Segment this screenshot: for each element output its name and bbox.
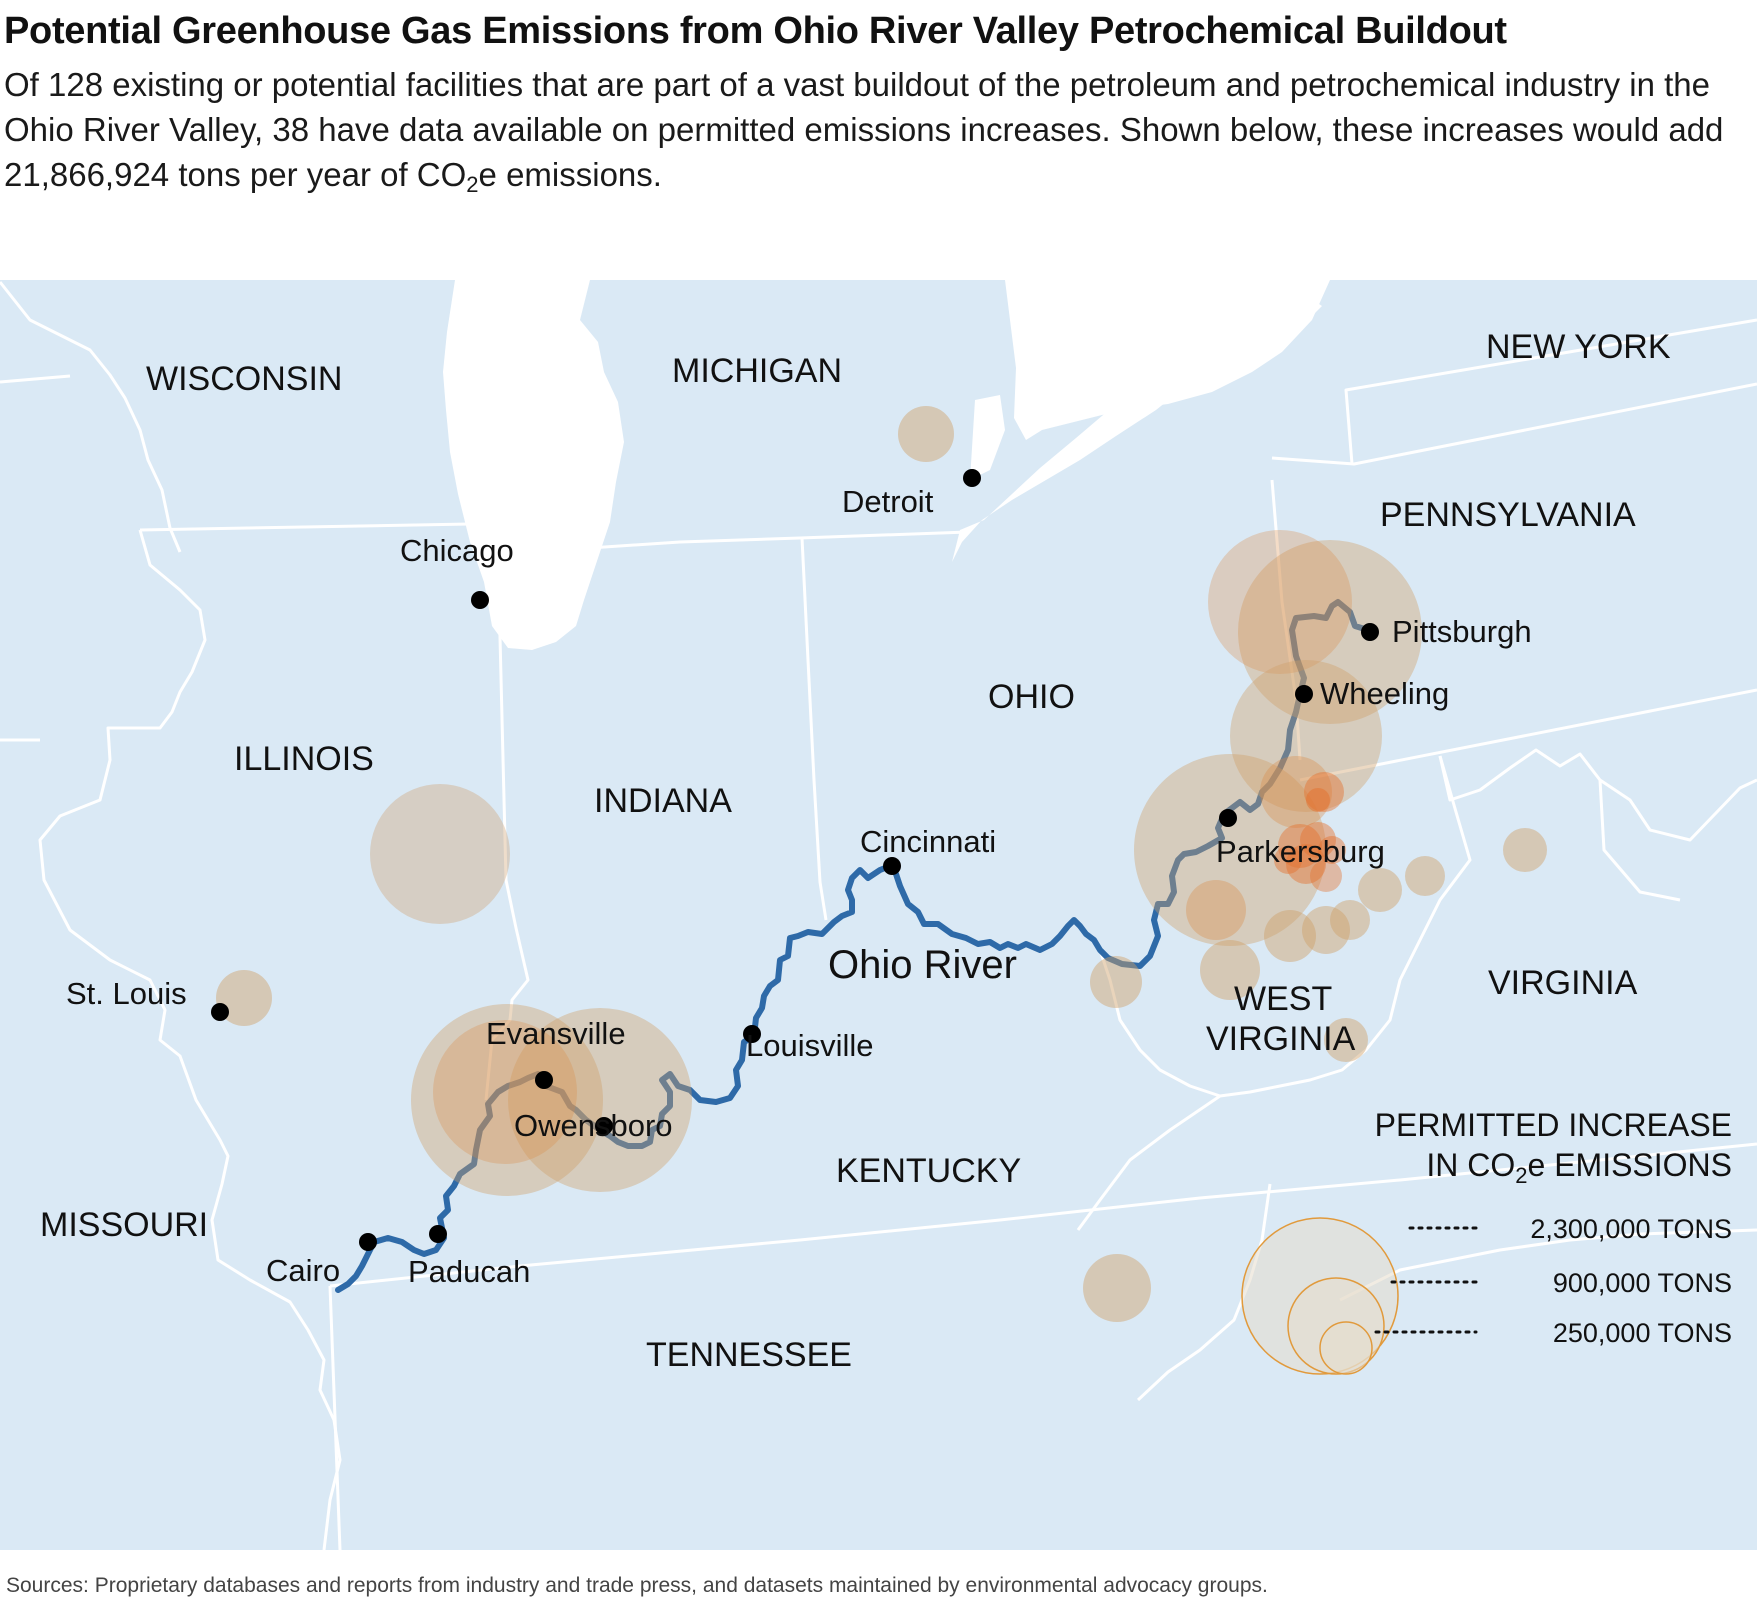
ohio-river [335,599,1371,1293]
emission-bubble [1306,788,1330,812]
state-label-west-virginia-line2: VIRGINIA [1206,1020,1356,1058]
state-label-virginia: VIRGINIA [1488,964,1638,1002]
city-label-detroit: Detroit [842,484,934,519]
emission-bubble [1208,530,1352,674]
sources-note: Sources: Proprietary databases and repor… [6,1574,1268,1597]
state-label-missouri: MISSOURI [40,1206,208,1244]
emission-bubble [433,1020,577,1164]
lake-st-clair [970,395,1005,480]
legend-label-medium: 900,000 TONS [1553,1268,1732,1298]
city-dot-evansville [535,1071,553,1089]
land-background [0,280,1757,1550]
state-label-wisconsin: WISCONSIN [146,360,342,398]
state-label-michigan: MICHIGAN [672,352,842,390]
lake-michigan [443,280,624,650]
emission-bubble [1310,860,1342,892]
legend: PERMITTED INCREASE IN CO2e EMISSIONS 2,3… [1241,1107,1732,1375]
city-label-parkersburg: Parkersburg [1216,834,1385,869]
state-borders [0,281,1757,1550]
city-dot-paducah [429,1225,447,1243]
emission-bubble [508,1008,692,1192]
header: Potential Greenhouse Gas Emissions from … [4,6,1744,207]
map-svg: WISCONSIN MICHIGAN NEW YORK PENNSYLVANIA… [0,280,1757,1550]
emission-bubble [1200,940,1260,1000]
city-label-cincinnati: Cincinnati [860,824,996,859]
city-label-wheeling: Wheeling [1320,676,1449,711]
emission-bubble [1090,956,1142,1008]
city-dot-wheeling [1295,685,1313,703]
emission-bubble [1302,906,1350,954]
legend-circle-small [1319,1321,1373,1375]
emission-bubble [1264,910,1316,962]
emission-bubble [370,784,510,924]
city-dot-parkersburg [1219,809,1237,827]
emission-bubble [1405,856,1445,896]
emission-bubble [1186,880,1246,940]
state-label-tennessee: TENNESSEE [646,1336,852,1374]
emission-bubble [1318,836,1346,864]
city-label-cairo: Cairo [266,1253,340,1288]
emission-bubble [1083,1254,1151,1322]
city-label-pittsburgh: Pittsburgh [1392,614,1532,649]
emission-bubble [1278,824,1322,868]
emission-bubble [1330,900,1370,940]
subtitle-text: Of 128 existing or potential facilities … [4,66,1724,193]
subtitle-subscript: 2 [466,172,479,197]
emission-bubble [1274,846,1302,874]
emission-bubble [1134,754,1326,946]
emission-bubble [216,970,272,1026]
city-label-st-louis: St. Louis [66,976,187,1011]
city-label-chicago: Chicago [400,533,514,568]
legend-title-line2: IN CO2e EMISSIONS [1426,1147,1732,1188]
city-label-owensboro: Owensboro [514,1108,673,1143]
emission-bubble [898,406,954,462]
emission-bubble [1358,868,1402,912]
city-dots [211,469,1379,1251]
city-dot-owensboro [595,1117,613,1135]
state-label-pennsylvania: PENNSYLVANIA [1380,496,1636,534]
state-label-kentucky: KENTUCKY [836,1152,1021,1190]
subtitle-text-end: e emissions. [478,156,662,193]
legend-title-line1: PERMITTED INCREASE [1375,1107,1732,1143]
legend-title-subscript: 2 [1515,1163,1527,1188]
city-dot-detroit [963,469,981,487]
legend-title-emissions: e EMISSIONS [1528,1147,1733,1183]
city-label-paducah: Paducah [408,1254,530,1289]
map-panel: WISCONSIN MICHIGAN NEW YORK PENNSYLVANIA… [0,280,1757,1550]
map-title: Potential Greenhouse Gas Emissions from … [4,10,1507,52]
city-dot-pittsburgh [1361,623,1379,641]
city-label-louisville: Louisville [746,1028,874,1063]
state-label-illinois: ILLINOIS [234,740,374,778]
emission-bubble [1300,822,1336,858]
emission-bubble [1230,660,1382,812]
legend-label-large: 2,300,000 TONS [1530,1214,1732,1244]
state-label-indiana: INDIANA [594,782,732,820]
emission-bubble [1238,540,1422,724]
state-label-west-virginia-line1: WEST [1234,980,1332,1018]
city-dot-cincinnati [883,857,901,875]
river-label: Ohio River [828,943,1017,987]
city-label-evansville: Evansville [486,1016,626,1051]
city-labels: Detroit Chicago Pittsburgh Wheeling Park… [66,484,1532,1289]
legend-title-co: IN CO [1426,1147,1515,1183]
emission-bubble [411,1004,603,1196]
map-subtitle: Of 128 existing or potential facilities … [4,62,1744,207]
city-dot-louisville [743,1025,761,1043]
emission-bubble [1503,828,1547,872]
legend-label-small: 250,000 TONS [1553,1318,1732,1348]
city-dot-chicago [471,591,489,609]
state-label-ohio: OHIO [988,678,1075,716]
lake-erie [952,298,1322,562]
city-dot-cairo [359,1233,377,1251]
city-dot-st-louis [211,1003,229,1021]
emission-bubble [1286,844,1326,884]
emission-bubble [1324,1018,1368,1062]
state-labels: WISCONSIN MICHIGAN NEW YORK PENNSYLVANIA… [40,328,1671,1374]
emission-bubbles [216,406,1547,1322]
state-label-new-york: NEW YORK [1486,328,1671,366]
